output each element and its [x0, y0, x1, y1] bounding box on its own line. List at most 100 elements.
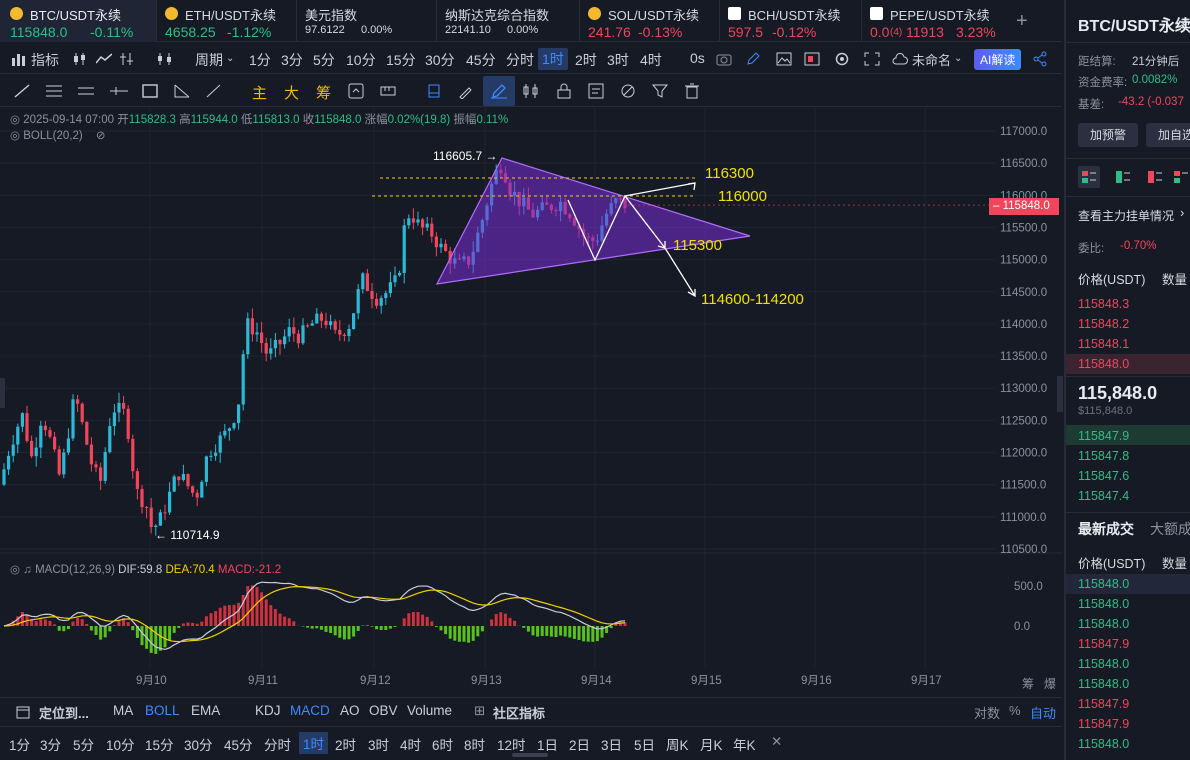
cloud-icon[interactable] [892, 53, 908, 65]
period-3[interactable]: 10分 [106, 738, 135, 753]
bid-price[interactable]: 115847.8 [1078, 449, 1130, 463]
period-10[interactable]: 3时 [368, 738, 390, 753]
main-force-button[interactable]: 主 [252, 85, 268, 102]
period-9[interactable]: 2时 [335, 738, 357, 753]
period-20[interactable]: 月K [700, 738, 723, 753]
settings-icon[interactable] [835, 52, 849, 66]
note-icon[interactable] [588, 83, 604, 99]
orderbook-depth-icon[interactable] [1174, 170, 1188, 184]
interval-0[interactable]: 1分 [249, 52, 271, 68]
trash-icon[interactable] [684, 83, 700, 99]
interval-3[interactable]: 10分 [346, 52, 376, 68]
period-4[interactable]: 15分 [145, 738, 174, 753]
add-ticker-icon[interactable]: + [1016, 10, 1028, 32]
big-trades-tab[interactable]: 大额成 [1150, 521, 1190, 537]
main-orders-link[interactable]: 查看主力挂单情况 [1078, 209, 1175, 223]
ao-button[interactable]: AO [340, 703, 360, 718]
orderbook-asks-icon[interactable] [1148, 170, 1162, 184]
right-collapse-handle[interactable] [1057, 376, 1063, 412]
period-1[interactable]: 3分 [40, 738, 62, 753]
ticker-btc[interactable]: BTC/USDT永续 115848.0 -0.11% [0, 0, 157, 42]
interval-2[interactable]: 5分 [313, 52, 335, 68]
angle-icon[interactable] [174, 84, 190, 98]
macd-info[interactable]: ◎ ♫ MACD(12,26,9) DIF:59.8 DEA:70.4 MACD… [10, 562, 281, 576]
ema-button[interactable]: EMA [191, 703, 221, 718]
eye-icon[interactable]: ◎ [10, 130, 21, 142]
period-5[interactable]: 30分 [184, 738, 213, 753]
indicator-icon[interactable] [12, 52, 28, 66]
layout-icon[interactable] [804, 52, 820, 66]
chart-style-icon[interactable] [96, 53, 112, 65]
period-0[interactable]: 1分 [9, 738, 31, 753]
bid-price[interactable]: 115847.9 [1078, 429, 1130, 443]
ask-price[interactable]: 115848.2 [1078, 317, 1130, 331]
draw-style-icon[interactable] [620, 83, 636, 99]
volume-button[interactable]: Volume [407, 703, 453, 718]
share-icon[interactable] [1032, 51, 1048, 67]
period-11[interactable]: 4时 [400, 738, 422, 753]
lock-icon[interactable] [556, 83, 572, 99]
pencil-tool-selected[interactable] [483, 76, 515, 106]
compare-icon[interactable] [120, 53, 134, 65]
period-dropdown[interactable]: 周期 [195, 52, 223, 68]
community-indicator-button[interactable]: 社区指标 [493, 706, 546, 721]
add-favorite-button[interactable]: 加自选 [1146, 123, 1190, 147]
second-interval[interactable]: 0s [690, 50, 705, 66]
candlestick-tool-icon[interactable] [522, 83, 540, 99]
ticker-dxy[interactable]: 美元指数 97.6122 0.00% [297, 0, 437, 42]
multi-chart-icon[interactable] [157, 53, 173, 65]
camera-icon[interactable] [716, 52, 732, 66]
kline-chart[interactable]: 116300 116000 115300 114600-114200 116605.7 … [0, 108, 1063, 695]
ai-analysis-button[interactable]: AI解读 [974, 49, 1022, 70]
period-17[interactable]: 3日 [601, 738, 623, 753]
period-13[interactable]: 8时 [464, 738, 486, 753]
latest-trades-tab[interactable]: 最新成交 [1078, 521, 1134, 537]
interval-8[interactable]: 1时 [538, 48, 568, 70]
interval-4[interactable]: 15分 [386, 52, 416, 68]
ask-price[interactable]: 115848.0 [1078, 357, 1130, 371]
interval-11[interactable]: 4时 [640, 52, 662, 68]
period-16[interactable]: 2日 [569, 738, 591, 753]
ask-price[interactable]: 115848.1 [1078, 337, 1130, 351]
boll-button[interactable]: BOLL [145, 703, 180, 718]
chart-canvas[interactable]: 116300 116000 115300 114600-114200 116605.7 … [0, 108, 1062, 695]
interval-6[interactable]: 45分 [466, 52, 496, 68]
interval-10[interactable]: 3时 [607, 52, 629, 68]
close-icon[interactable]: ✕ [771, 734, 783, 749]
filter-icon[interactable] [652, 83, 668, 99]
period-8[interactable]: 1时 [299, 732, 329, 754]
chip-corner-label[interactable]: 筹 [1022, 677, 1035, 691]
locate-button[interactable]: 定位到... [39, 706, 89, 721]
period-19[interactable]: 周K [666, 738, 689, 753]
parallel-channel-icon[interactable] [78, 84, 94, 98]
period-6[interactable]: 45分 [224, 738, 253, 753]
boll-info[interactable]: ◎ BOLL(20,2) ⊘ [10, 128, 106, 142]
fullscreen-icon[interactable] [864, 52, 880, 66]
ticker-pepe[interactable]: PEPE/USDT永续 0.0 (4) 11913 3.23% [862, 0, 1010, 42]
layout-name[interactable]: 未命名 [912, 53, 952, 68]
eye-icon[interactable]: ◎ [10, 114, 21, 126]
period-18[interactable]: 5日 [634, 738, 656, 753]
ask-price[interactable]: 115848.3 [1078, 297, 1130, 311]
ticker-eth[interactable]: ETH/USDT永续 4658.25 -1.12% [157, 0, 297, 42]
period-2[interactable]: 5分 [73, 738, 95, 753]
period-14[interactable]: 12时 [497, 738, 526, 753]
log-scale-toggle[interactable]: 对数 [974, 706, 1001, 721]
magnet-icon[interactable] [426, 83, 442, 99]
big-order-button[interactable]: 大 [284, 85, 300, 102]
brush-icon[interactable] [458, 83, 474, 99]
ruler-icon[interactable] [380, 83, 396, 99]
obv-button[interactable]: OBV [369, 703, 398, 718]
indicator-button[interactable]: 指标 [31, 52, 59, 68]
draw-more-icon[interactable] [206, 84, 222, 98]
ticker-bch[interactable]: BCH/USDT永续 597.5 -0.12% [720, 0, 862, 42]
chip-button[interactable]: 筹 [316, 85, 332, 102]
horizontal-ray-icon[interactable] [110, 84, 128, 98]
hide-icon[interactable]: ⊘ [95, 130, 106, 142]
interval-7[interactable]: 分时 [506, 52, 534, 68]
ticker-sol[interactable]: SOL/USDT永续 241.76 -0.13% [580, 0, 720, 42]
interval-9[interactable]: 2时 [575, 52, 597, 68]
trend-line-icon[interactable] [14, 84, 30, 98]
calendar-icon[interactable] [16, 705, 30, 719]
sync-icon[interactable] [348, 83, 364, 99]
